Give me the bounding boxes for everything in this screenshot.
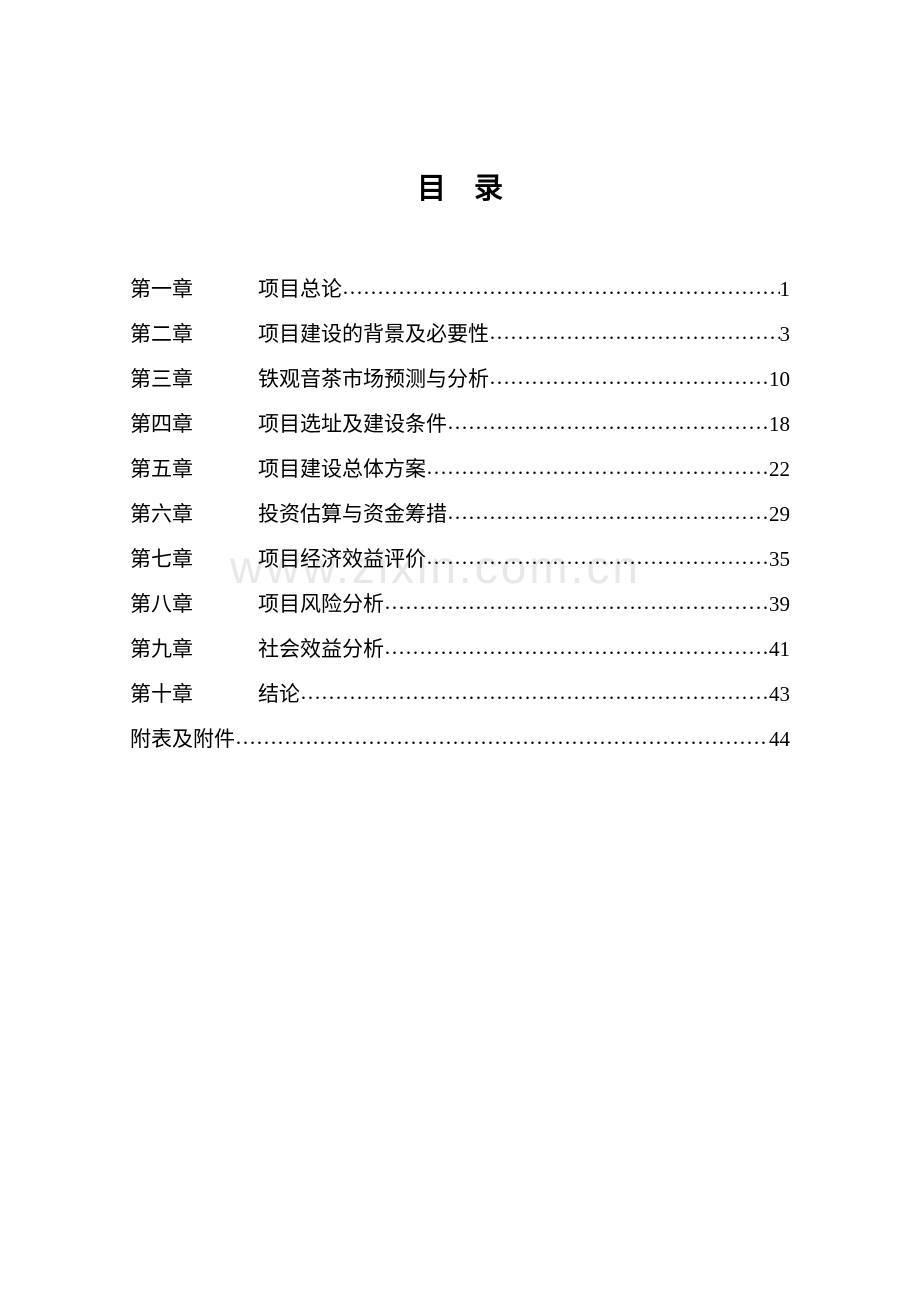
chapter-title: 项目风险分析: [258, 594, 384, 615]
leader-dots: ……………………………………………………………: [447, 412, 769, 433]
toc-entry: 第六章 投资估算与资金筹措 …………………………………………………………… 29: [130, 504, 790, 525]
page-number: 10: [769, 369, 790, 390]
appendix-entry: 附表及附件 …………………………………………………………………………… 44: [130, 729, 790, 750]
chapter-label: 第九章: [130, 639, 258, 660]
chapter-title: 项目经济效益评价: [258, 549, 426, 570]
leader-dots: ……………………………………………………………: [489, 367, 769, 388]
page-number: 41: [769, 639, 790, 660]
chapter-title: 项目总论: [258, 279, 342, 300]
toc-entry: 第三章 铁观音茶市场预测与分析 …………………………………………………………… …: [130, 369, 790, 390]
chapter-label: 第五章: [130, 459, 258, 480]
toc-entry: 第四章 项目选址及建设条件 …………………………………………………………… 18: [130, 414, 790, 435]
chapter-label: 第八章: [130, 594, 258, 615]
chapter-title: 社会效益分析: [258, 639, 384, 660]
toc-entry: 第九章 社会效益分析 …………………………………………………………… 41: [130, 639, 790, 660]
leader-dots: ……………………………………………………………: [426, 457, 769, 478]
toc-entry: 第一章 项目总论 …………………………………………………………… 1: [130, 279, 790, 300]
chapter-label: 第七章: [130, 549, 258, 570]
chapter-title: 投资估算与资金筹措: [258, 504, 447, 525]
chapter-title: 项目建设的背景及必要性: [258, 324, 489, 345]
page-container: 目录 第一章 项目总论 …………………………………………………………… 1 第二…: [0, 0, 920, 750]
page-number: 43: [769, 684, 790, 705]
leader-dots: ……………………………………………………………: [342, 277, 780, 298]
toc-entry: 第十章 结论 …………………………………………………………… 43: [130, 684, 790, 705]
chapter-title: 结论: [258, 684, 300, 705]
toc-list: 第一章 项目总论 …………………………………………………………… 1 第二章 项…: [130, 279, 790, 750]
leader-dots: ……………………………………………………………: [489, 322, 780, 343]
appendix-label: 附表及附件: [130, 729, 235, 750]
toc-title: 目录: [130, 165, 790, 207]
toc-entry: 第二章 项目建设的背景及必要性 …………………………………………………………… …: [130, 324, 790, 345]
leader-dots: ……………………………………………………………: [426, 547, 769, 568]
chapter-title: 项目建设总体方案: [258, 459, 426, 480]
page-number: 1: [780, 279, 791, 300]
page-number: 35: [769, 549, 790, 570]
chapter-label: 第三章: [130, 369, 258, 390]
page-number: 39: [769, 594, 790, 615]
leader-dots: ……………………………………………………………: [384, 637, 769, 658]
chapter-label: 第一章: [130, 279, 258, 300]
leader-dots: ……………………………………………………………: [300, 682, 769, 703]
chapter-label: 第四章: [130, 414, 258, 435]
page-number: 29: [769, 504, 790, 525]
toc-entry: 第八章 项目风险分析 …………………………………………………………… 39: [130, 594, 790, 615]
chapter-label: 第十章: [130, 684, 258, 705]
page-number: 3: [780, 324, 791, 345]
chapter-title: 项目选址及建设条件: [258, 414, 447, 435]
chapter-label: 第二章: [130, 324, 258, 345]
page-number: 18: [769, 414, 790, 435]
leader-dots: ……………………………………………………………………………: [235, 727, 769, 748]
page-number: 44: [769, 729, 790, 750]
chapter-label: 第六章: [130, 504, 258, 525]
toc-entry: 第七章 项目经济效益评价 …………………………………………………………… 35: [130, 549, 790, 570]
page-number: 22: [769, 459, 790, 480]
leader-dots: ……………………………………………………………: [447, 502, 769, 523]
chapter-title: 铁观音茶市场预测与分析: [258, 369, 489, 390]
leader-dots: ……………………………………………………………: [384, 592, 769, 613]
toc-entry: 第五章 项目建设总体方案 …………………………………………………………… 22: [130, 459, 790, 480]
